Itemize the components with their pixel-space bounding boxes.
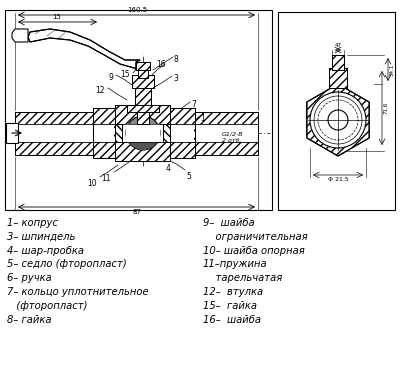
Text: 6: 6 <box>63 31 68 40</box>
Text: 6– ручка: 6– ручка <box>7 273 52 283</box>
Bar <box>115 124 170 142</box>
Text: 12: 12 <box>96 86 105 95</box>
Text: 3: 3 <box>173 74 178 83</box>
Text: 9–  шайба: 9– шайба <box>203 218 255 228</box>
Bar <box>188 124 258 142</box>
Polygon shape <box>93 108 115 158</box>
Text: 15–  гайка: 15– гайка <box>203 301 257 311</box>
Polygon shape <box>188 112 258 155</box>
Text: 34.1: 34.1 <box>390 63 395 76</box>
Text: 5– седло (фторопласт): 5– седло (фторопласт) <box>7 260 127 269</box>
Polygon shape <box>127 105 159 112</box>
Bar <box>94 124 114 142</box>
Text: 15: 15 <box>52 14 62 20</box>
Text: 4: 4 <box>166 164 171 173</box>
Polygon shape <box>136 62 150 70</box>
Polygon shape <box>12 29 28 42</box>
Text: 160.5: 160.5 <box>127 7 147 13</box>
Text: 7– кольцо уплотнительное: 7– кольцо уплотнительное <box>7 287 149 297</box>
Text: 10: 10 <box>87 179 97 188</box>
Circle shape <box>328 110 348 130</box>
Text: тарельчатая: тарельчатая <box>203 273 282 283</box>
Text: 15: 15 <box>120 70 130 79</box>
Polygon shape <box>329 68 347 88</box>
Bar <box>15 124 100 142</box>
Text: Φ 21.5: Φ 21.5 <box>328 177 348 182</box>
Text: 1: 1 <box>200 114 205 123</box>
Polygon shape <box>115 124 122 142</box>
Text: 71.6: 71.6 <box>384 102 389 114</box>
Circle shape <box>126 116 160 150</box>
Text: 47: 47 <box>334 43 342 48</box>
Text: ограничительная: ограничительная <box>203 232 308 242</box>
Polygon shape <box>163 124 170 142</box>
Polygon shape <box>28 29 141 70</box>
Bar <box>171 124 194 142</box>
Bar <box>126 124 160 142</box>
Polygon shape <box>132 75 154 88</box>
Polygon shape <box>115 105 170 161</box>
Text: 11–пружина: 11–пружина <box>203 260 268 269</box>
Bar <box>278 12 395 210</box>
Text: 5: 5 <box>186 172 191 181</box>
Text: 8: 8 <box>174 55 179 64</box>
Text: 87: 87 <box>132 209 142 215</box>
Text: G1/2-B
2 отб.: G1/2-B 2 отб. <box>222 132 244 143</box>
Text: 1– копрус: 1– копрус <box>7 218 58 228</box>
Text: 7: 7 <box>191 100 196 109</box>
Text: 8– гайка: 8– гайка <box>7 315 52 325</box>
Bar <box>5 10 272 210</box>
Text: (фторопласт): (фторопласт) <box>7 301 88 311</box>
Text: 16: 16 <box>156 60 166 69</box>
Text: 3– шпиндель: 3– шпиндель <box>7 232 75 242</box>
Text: 4– шар-пробка: 4– шар-пробка <box>7 245 84 256</box>
Polygon shape <box>138 68 148 78</box>
Text: 10– шайба опорная: 10– шайба опорная <box>203 245 305 256</box>
Text: 9: 9 <box>108 73 113 82</box>
Circle shape <box>310 92 366 148</box>
Polygon shape <box>135 85 151 108</box>
Polygon shape <box>170 108 195 158</box>
Polygon shape <box>307 84 369 156</box>
Text: 11: 11 <box>102 174 111 183</box>
Bar <box>6 123 18 143</box>
Polygon shape <box>332 55 344 70</box>
Polygon shape <box>137 108 149 124</box>
Text: 12–  втулка: 12– втулка <box>203 287 263 297</box>
Text: 16–  шайба: 16– шайба <box>203 315 261 325</box>
Polygon shape <box>15 112 100 155</box>
